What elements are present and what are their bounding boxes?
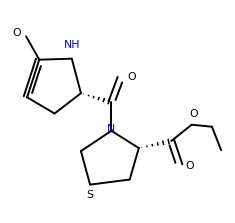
Text: O: O [127, 72, 136, 82]
Text: O: O [189, 109, 198, 119]
Text: O: O [185, 161, 194, 171]
Text: N: N [107, 124, 116, 134]
Text: O: O [12, 28, 21, 38]
Text: S: S [86, 190, 94, 200]
Text: NH: NH [63, 41, 80, 50]
